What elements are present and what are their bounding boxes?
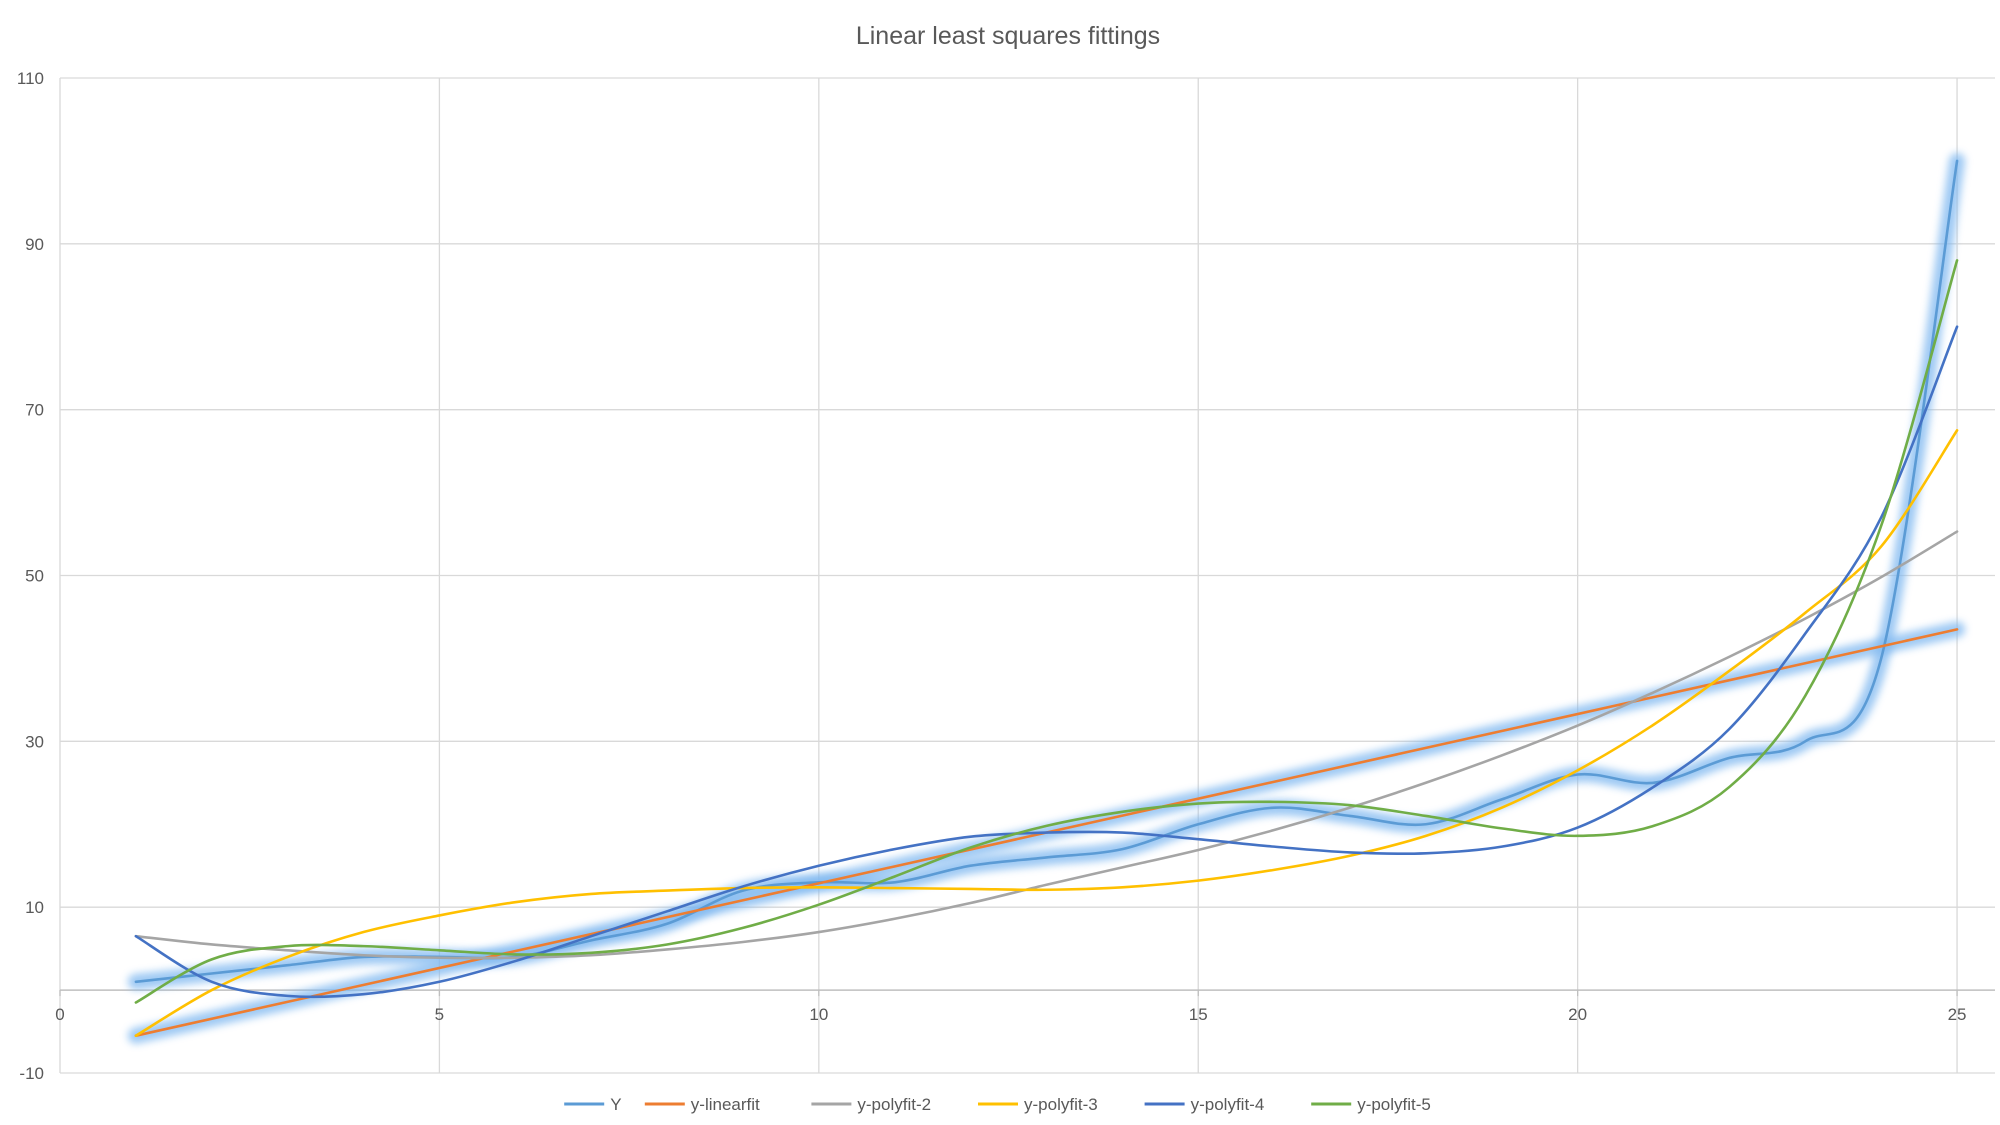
y-tick-label: 10 [25,898,44,917]
legend-item-y-polyfit-5: y-polyfit-5 [1311,1095,1431,1114]
legend-label: Y [610,1095,621,1114]
grid [59,77,1995,1074]
y-tick-label: 70 [25,401,44,420]
legend-item-y-linearfit: y-linearfit [644,1095,760,1114]
y-tick-label: 50 [25,567,44,586]
series-line-y [134,159,1959,984]
legend-item-y-polyfit-2: y-polyfit-2 [811,1095,931,1114]
series-line-y-polyfit-5 [134,259,1959,1004]
legend-label: y-polyfit-4 [1191,1095,1265,1114]
legend-label: y-polyfit-5 [1357,1095,1431,1114]
y-tick-label: 90 [25,235,44,254]
legend-item-y-polyfit-3: y-polyfit-3 [978,1095,1098,1114]
series-layer [134,159,1959,1037]
x-tick-label: 0 [55,1005,64,1024]
series-glow-layer [127,152,1966,1044]
x-tick-label: 25 [1948,1005,1967,1024]
y-tick-label: -10 [19,1064,44,1083]
series-line-y-polyfit-2 [134,530,1959,960]
legend-label: y-linearfit [691,1095,760,1114]
legend-item-y-polyfit-4: y-polyfit-4 [1144,1095,1265,1114]
series-line-y-polyfit-3 [134,429,1959,1037]
axis-labels: -10 10 30 50 70 90 110 0 5 10 15 20 25 [17,69,1967,1083]
legend-label: y-polyfit-2 [857,1095,931,1114]
x-tick-label: 10 [809,1005,828,1024]
x-tick-label: 15 [1189,1005,1208,1024]
series-line-y-polyfit-4 [134,325,1959,999]
x-tick-label: 20 [1568,1005,1587,1024]
x-tick-label: 5 [435,1005,444,1024]
y-tick-label: 110 [17,69,44,88]
legend-label: y-polyfit-3 [1024,1095,1098,1114]
chart-title: Linear least squares fittings [856,22,1160,50]
y-tick-label: 30 [25,732,44,751]
legend-item-y: Y [564,1095,622,1114]
